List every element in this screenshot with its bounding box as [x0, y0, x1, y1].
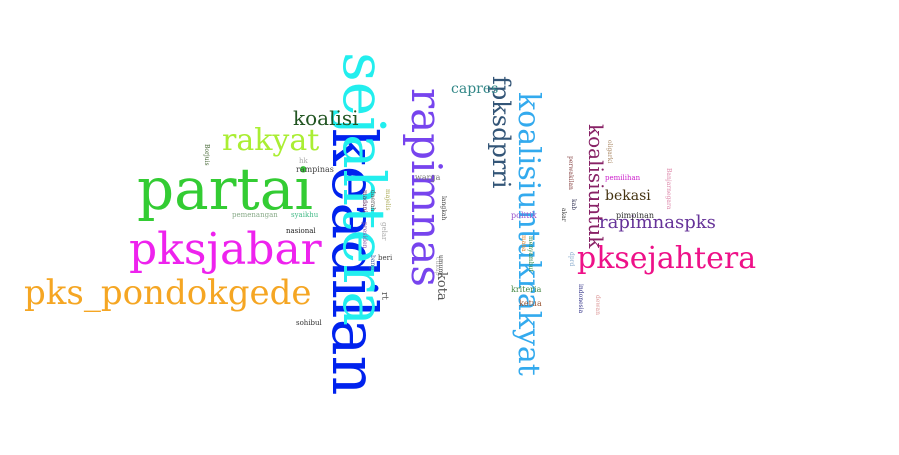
word-sohibul: sohibul: [296, 319, 322, 327]
word-ketua: ketua: [519, 299, 542, 308]
word-pksjabar: pksjabar: [129, 224, 322, 275]
word-rt: rt: [379, 292, 389, 300]
word-rakyat: rakyat: [222, 123, 320, 158]
word-perwakilan: perwakilan: [567, 156, 574, 190]
word-bang: bang: [369, 255, 376, 271]
word-pemenangan: pemenangan: [232, 211, 278, 219]
word-majelis: majelis: [384, 189, 391, 211]
word-gelar: gelar: [380, 222, 388, 241]
word-kota: kota: [434, 272, 449, 301]
word-indonesia: indonesia: [577, 284, 584, 314]
word-cukup: cukup: [434, 257, 441, 276]
word-koalisiuntukrakyat: koalisiuntukrakyat: [511, 92, 546, 376]
word-pemilihan: pemilihan: [605, 174, 641, 182]
word-beri: beri: [378, 254, 393, 262]
word-partai: partai: [137, 155, 313, 223]
word-pks-pondokgede: pks_pondokgede: [24, 273, 312, 313]
word-bekasi: bekasi: [605, 188, 651, 204]
word-nasional: nasional: [286, 227, 316, 235]
word-hk: hk: [299, 157, 308, 165]
word-banjarnegara: Banjarnegara: [665, 168, 672, 210]
word-politik: politik: [511, 211, 537, 220]
word-rampinas: rampinas: [296, 165, 334, 174]
word-koalisi: koalisi: [293, 106, 359, 130]
word-warga: warga: [415, 173, 441, 182]
word-langkah: langkah: [440, 196, 447, 221]
word-kab: kab: [570, 199, 577, 211]
word-menyambut: menyambut: [527, 236, 534, 272]
word-mana: mana: [520, 235, 527, 252]
word-borjuis: Borjuis: [203, 144, 210, 166]
word-capres: capres: [451, 81, 499, 97]
word-pimpinan: pimpinan: [616, 211, 655, 220]
word-kriteria: kriteria: [511, 285, 542, 294]
word-syaikhu: syaikhu: [291, 211, 319, 219]
word-rapimnaspks: rapimnaspks: [599, 212, 716, 233]
word-daerah: daerah: [369, 190, 376, 212]
word-pksejahtera: pksejahtera: [577, 241, 757, 276]
word-presiden: presiden: [361, 222, 368, 249]
word-madani: madani: [361, 190, 368, 213]
word-dprd: dprd: [568, 252, 575, 267]
word-oligarki: oligarki: [606, 140, 613, 164]
word-akar: akar: [560, 208, 567, 222]
word-dewan: dewan: [594, 295, 601, 315]
